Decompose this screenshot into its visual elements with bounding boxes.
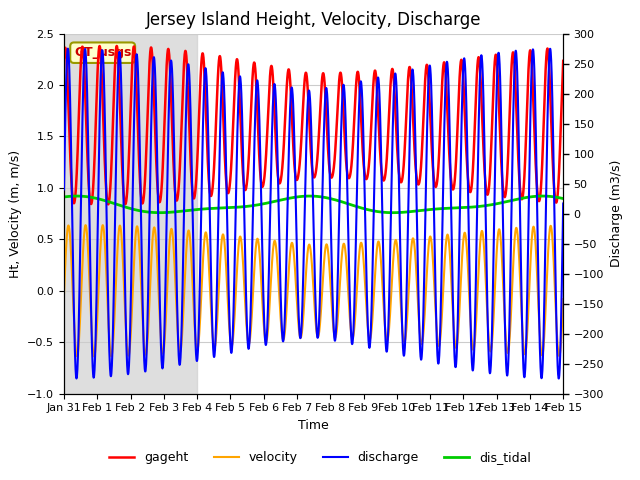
velocity: [339, 244, 347, 250]
gageht: [104, 202, 112, 207]
discharge: [328, 263, 335, 269]
discharge: [559, 201, 567, 206]
gageht: [529, 100, 537, 106]
dis_tidal: [529, 194, 537, 200]
gageht: [459, 66, 467, 72]
velocity: [82, 222, 90, 228]
velocity: [60, 291, 68, 297]
Legend: gageht, velocity, discharge, dis_tidal: gageht, velocity, discharge, dis_tidal: [104, 446, 536, 469]
dis_tidal: [515, 196, 523, 202]
velocity: [200, 246, 207, 252]
velocity: [529, 224, 537, 229]
dis_tidal: [156, 210, 164, 216]
discharge: [60, 187, 68, 192]
dis_tidal: [60, 194, 68, 200]
gageht: [339, 96, 347, 102]
gageht: [328, 174, 336, 180]
Y-axis label: Ht, Velocity (m, m/s): Ht, Velocity (m, m/s): [9, 150, 22, 277]
discharge: [339, 89, 346, 95]
velocity: [90, 353, 98, 359]
discharge: [529, 47, 537, 53]
Bar: [64, 34, 197, 394]
discharge: [64, 46, 72, 51]
Title: Jersey Island Height, Velocity, Discharge: Jersey Island Height, Velocity, Discharg…: [146, 11, 481, 29]
dis_tidal: [339, 199, 346, 205]
dis_tidal: [458, 205, 466, 211]
gageht: [559, 58, 567, 64]
Line: discharge: discharge: [64, 48, 563, 379]
gageht: [516, 179, 524, 184]
Y-axis label: Discharge (m3/s): Discharge (m3/s): [610, 160, 623, 267]
Line: gageht: gageht: [64, 46, 563, 204]
Line: dis_tidal: dis_tidal: [64, 196, 563, 213]
dis_tidal: [539, 193, 547, 199]
dis_tidal: [559, 196, 567, 202]
velocity: [559, 296, 567, 302]
velocity: [328, 306, 336, 312]
gageht: [200, 57, 207, 63]
discharge: [200, 105, 207, 111]
gageht: [60, 54, 68, 60]
dis_tidal: [328, 196, 335, 202]
velocity: [459, 246, 467, 252]
discharge: [515, 164, 523, 170]
velocity: [516, 263, 524, 269]
discharge: [458, 87, 466, 93]
discharge: [555, 376, 563, 382]
gageht: [113, 43, 120, 49]
Text: GT_usgs: GT_usgs: [74, 46, 131, 59]
dis_tidal: [200, 206, 207, 212]
Line: velocity: velocity: [64, 225, 563, 356]
X-axis label: Time: Time: [298, 419, 329, 432]
